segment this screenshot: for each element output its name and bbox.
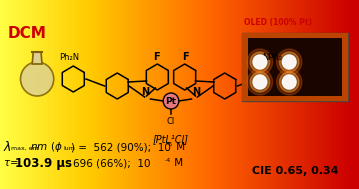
Circle shape — [20, 62, 54, 96]
Text: CIE 0.65, 0.34: CIE 0.65, 0.34 — [252, 166, 339, 176]
Text: 103.9 μs: 103.9 μs — [15, 156, 72, 170]
Text: M: M — [171, 158, 183, 168]
Circle shape — [250, 72, 270, 92]
Bar — [242, 33, 248, 101]
Text: 696 (66%);  10: 696 (66%); 10 — [73, 158, 151, 168]
Text: -6: -6 — [167, 142, 173, 146]
Text: Pt: Pt — [165, 97, 177, 105]
Circle shape — [283, 55, 296, 69]
Circle shape — [253, 55, 267, 69]
Bar — [342, 33, 348, 101]
Bar — [242, 96, 348, 101]
Text: F: F — [153, 52, 160, 62]
Text: F: F — [182, 52, 189, 62]
Text: NPh₂: NPh₂ — [262, 53, 283, 62]
Circle shape — [163, 93, 179, 109]
Circle shape — [279, 52, 299, 72]
Circle shape — [253, 75, 267, 89]
Circle shape — [247, 69, 272, 95]
Text: ) =  562 (90%);  10: ) = 562 (90%); 10 — [71, 142, 171, 152]
Polygon shape — [32, 52, 42, 64]
Text: Cl: Cl — [167, 117, 175, 126]
Circle shape — [276, 49, 302, 75]
Text: $\lambda$: $\lambda$ — [3, 140, 11, 154]
Text: [PtL¹Cl]: [PtL¹Cl] — [153, 134, 189, 144]
Text: max, em: max, em — [11, 146, 38, 151]
FancyBboxPatch shape — [242, 33, 348, 101]
Circle shape — [250, 52, 270, 72]
Circle shape — [247, 49, 272, 75]
Circle shape — [279, 72, 299, 92]
Circle shape — [283, 75, 296, 89]
Text: $\tau$=: $\tau$= — [3, 158, 20, 168]
Text: $nm\ (\phi$: $nm\ (\phi$ — [30, 140, 63, 154]
Text: OLED (100% Pt): OLED (100% Pt) — [244, 18, 312, 27]
Text: -4: -4 — [165, 157, 171, 163]
Bar — [242, 33, 348, 38]
Text: Ph₂N: Ph₂N — [59, 53, 79, 62]
Text: lum: lum — [64, 146, 75, 151]
Text: M: M — [173, 142, 185, 152]
Text: DCM: DCM — [8, 26, 47, 42]
Text: N: N — [192, 87, 200, 97]
Text: N: N — [141, 87, 150, 97]
Circle shape — [276, 69, 302, 95]
